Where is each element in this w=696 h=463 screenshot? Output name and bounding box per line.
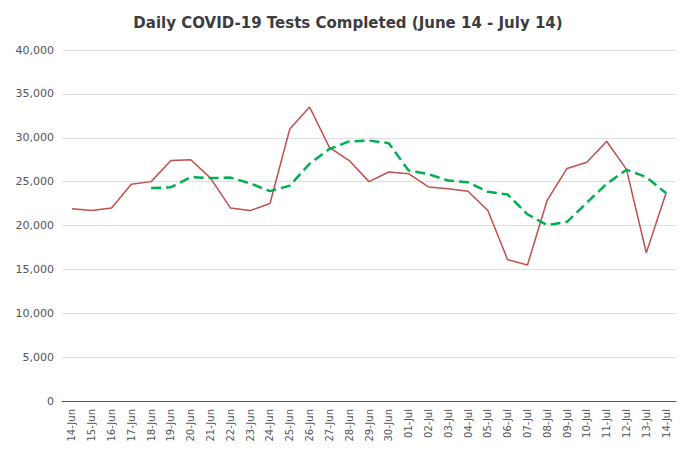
svg-text:10,000: 10,000: [16, 307, 55, 320]
svg-text:Daily COVID-19 Tests Completed: Daily COVID-19 Tests Completed (June 14 …: [133, 14, 562, 32]
svg-text:04-Jul: 04-Jul: [463, 409, 474, 438]
svg-text:20,000: 20,000: [16, 219, 55, 232]
svg-text:17-Jun: 17-Jun: [126, 409, 137, 442]
svg-text:21-Jun: 21-Jun: [205, 409, 216, 442]
svg-text:14-Jul: 14-Jul: [661, 409, 672, 438]
svg-text:02-Jul: 02-Jul: [423, 409, 434, 438]
svg-text:05-Jul: 05-Jul: [482, 409, 493, 438]
svg-text:20-Jun: 20-Jun: [185, 409, 196, 442]
svg-text:16-Jun: 16-Jun: [106, 409, 117, 442]
svg-text:0: 0: [47, 395, 54, 408]
svg-text:15-Jun: 15-Jun: [86, 409, 97, 442]
svg-text:06-Jul: 06-Jul: [502, 409, 513, 438]
svg-text:15,000: 15,000: [16, 263, 55, 276]
svg-text:29-Jun: 29-Jun: [364, 409, 375, 442]
svg-text:23-Jun: 23-Jun: [245, 409, 256, 442]
svg-text:5,000: 5,000: [23, 351, 55, 364]
svg-text:25-Jun: 25-Jun: [284, 409, 295, 442]
svg-text:26-Jun: 26-Jun: [304, 409, 315, 442]
svg-text:35,000: 35,000: [16, 87, 55, 100]
svg-text:03-Jul: 03-Jul: [443, 409, 454, 438]
svg-text:30-Jun: 30-Jun: [383, 409, 394, 442]
svg-text:19-Jun: 19-Jun: [165, 409, 176, 442]
svg-text:11-Jul: 11-Jul: [601, 409, 612, 438]
svg-text:01-Jul: 01-Jul: [403, 409, 414, 438]
svg-text:09-Jul: 09-Jul: [562, 409, 573, 438]
svg-text:07-Jul: 07-Jul: [522, 409, 533, 438]
svg-text:22-Jun: 22-Jun: [225, 409, 236, 442]
svg-text:14-Jun: 14-Jun: [66, 409, 77, 442]
svg-text:10-Jul: 10-Jul: [581, 409, 592, 438]
svg-text:28-Jun: 28-Jun: [344, 409, 355, 442]
svg-text:40,000: 40,000: [16, 44, 55, 57]
svg-text:30,000: 30,000: [16, 131, 55, 144]
svg-text:18-Jun: 18-Jun: [146, 409, 157, 442]
svg-text:25,000: 25,000: [16, 175, 55, 188]
svg-text:27-Jun: 27-Jun: [324, 409, 335, 442]
svg-text:12-Jul: 12-Jul: [621, 409, 632, 438]
svg-text:08-Jul: 08-Jul: [542, 409, 553, 438]
svg-text:24-Jun: 24-Jun: [264, 409, 275, 442]
svg-text:13-Jul: 13-Jul: [641, 409, 652, 438]
